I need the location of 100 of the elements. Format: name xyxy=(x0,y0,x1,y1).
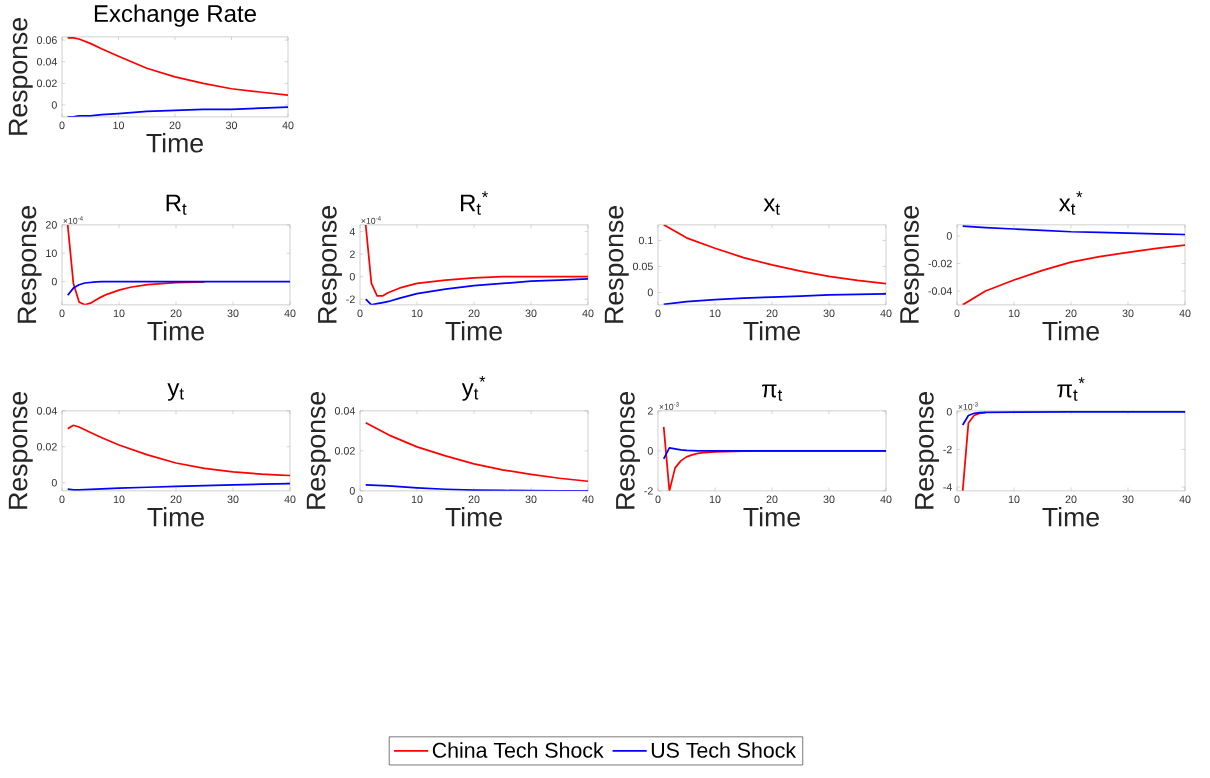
y-tick-label: -0.04 xyxy=(928,287,952,295)
y-tick-label: 0.05 xyxy=(632,262,653,271)
x-axis-title: Time xyxy=(445,507,502,527)
x-tick-label: 10 xyxy=(709,495,721,504)
x-tick-label: 0 xyxy=(59,495,65,504)
y-tick-label: 0 xyxy=(647,288,653,297)
chart-title: π$_{t}$ xyxy=(761,384,783,401)
y-tick-label: 0 xyxy=(349,272,355,281)
y-tick-label: 2 xyxy=(647,407,653,415)
legend-label: China Tech Shock xyxy=(432,742,604,758)
y-tick-label: 4 xyxy=(349,228,355,236)
x-axis-title: Time xyxy=(1042,507,1099,527)
x-tick-label: 20 xyxy=(766,309,778,318)
x-axis-title: Time xyxy=(743,321,800,341)
y-tick-label: 0 xyxy=(946,408,952,416)
x-tick-label: 30 xyxy=(1122,309,1134,318)
y-axis-title: Response xyxy=(616,392,640,509)
x-tick-label: 30 xyxy=(823,309,835,318)
x-tick-label: 40 xyxy=(582,309,594,318)
x-tick-label: 20 xyxy=(468,495,480,504)
chart-title: x$_{t}$ xyxy=(763,198,780,215)
x-axis-title: Time xyxy=(445,321,502,341)
x-axis-title: Time xyxy=(743,507,800,527)
x-tick-label: 10 xyxy=(113,121,125,130)
x-tick-label: 40 xyxy=(284,309,296,318)
text: ×10$^{-3}$ xyxy=(659,402,679,410)
x-tick-label: 40 xyxy=(582,495,594,504)
y-tick-label: 2 xyxy=(349,250,355,258)
x-tick-label: 0 xyxy=(655,309,661,318)
text: ×10$^{-4}$ xyxy=(63,216,83,224)
x-tick-label: 0 xyxy=(357,309,363,318)
x-tick-label: 20 xyxy=(170,495,182,504)
x-tick-label: 10 xyxy=(709,309,721,318)
x-tick-label: 30 xyxy=(227,495,239,504)
y-tick-label: 20 xyxy=(45,221,57,229)
y-axis-title: Response xyxy=(604,206,629,323)
y-axis-title: Response xyxy=(915,392,939,509)
text: ×10$^{-3}$ xyxy=(958,402,978,410)
y-axis-title: Response xyxy=(8,18,33,135)
y-tick-label: 10 xyxy=(46,249,57,258)
x-tick-label: 20 xyxy=(468,309,480,318)
x-tick-label: 10 xyxy=(113,495,125,504)
y-tick-label: 0.04 xyxy=(36,58,57,66)
chart-title: Exchange Rate xyxy=(94,4,256,27)
y-tick-label: 0.02 xyxy=(36,443,57,451)
y-tick-label: 0.02 xyxy=(36,79,57,88)
x-tick-label: 10 xyxy=(411,309,423,318)
x-tick-label: 20 xyxy=(1065,309,1077,318)
y-tick-label: 0 xyxy=(51,277,57,286)
y-tick-label: -2 xyxy=(943,445,952,454)
x-tick-label: 40 xyxy=(282,121,294,130)
y-tick-label: 0 xyxy=(51,479,57,487)
x-tick-label: 20 xyxy=(1065,495,1077,504)
y-tick-label: 0.04 xyxy=(36,407,57,415)
x-tick-label: 0 xyxy=(954,495,960,504)
y-tick-label: 0 xyxy=(349,487,355,495)
x-tick-label: 10 xyxy=(1008,495,1020,504)
x-axis-title: Time xyxy=(146,133,203,153)
x-tick-label: 40 xyxy=(880,495,892,504)
legend-label: US Tech Shock xyxy=(651,742,797,758)
text: ×10$^{-4}$ xyxy=(361,216,381,224)
y-tick-label: 0 xyxy=(51,101,57,109)
y-tick-label: -2 xyxy=(346,295,355,304)
chart-title: R$_{t}$* xyxy=(461,191,489,215)
x-tick-label: 0 xyxy=(59,121,65,130)
y-tick-label: -0.02 xyxy=(928,259,952,268)
x-tick-label: 30 xyxy=(1122,495,1134,504)
x-tick-label: 20 xyxy=(169,121,181,130)
y-tick-label: 0 xyxy=(647,447,653,455)
y-tick-label: -4 xyxy=(943,483,952,491)
y-tick-label: 0.02 xyxy=(334,447,355,455)
y-tick-label: 0.1 xyxy=(638,236,653,245)
x-tick-label: 40 xyxy=(1179,495,1191,504)
x-tick-label: 30 xyxy=(227,309,239,318)
y-axis-title: Response xyxy=(900,206,925,323)
x-tick-label: 20 xyxy=(170,309,182,318)
x-tick-label: 40 xyxy=(1179,309,1191,318)
y-tick-label: 0.06 xyxy=(36,36,57,44)
y-axis-title: Response xyxy=(318,206,342,323)
y-tick-label: -2 xyxy=(644,487,653,495)
x-tick-label: 0 xyxy=(954,309,960,318)
x-tick-label: 30 xyxy=(525,309,537,318)
x-axis-title: Time xyxy=(1042,321,1099,341)
x-tick-label: 0 xyxy=(59,309,65,318)
x-tick-label: 30 xyxy=(525,495,537,504)
y-tick-label: 0 xyxy=(946,232,952,240)
x-tick-label: 10 xyxy=(113,309,125,318)
y-axis-title: Response xyxy=(8,392,33,509)
chart-title: π$_{t}$* xyxy=(1057,377,1085,401)
chart-title: x$_{t}$* xyxy=(1059,191,1083,215)
x-tick-label: 10 xyxy=(411,495,423,504)
x-tick-label: 10 xyxy=(1008,309,1020,318)
chart-title: y$_{t}$ xyxy=(167,383,184,401)
y-axis-title: Response xyxy=(17,206,42,323)
x-tick-label: 40 xyxy=(284,495,296,504)
y-tick-label: 0.04 xyxy=(334,407,355,415)
x-tick-label: 20 xyxy=(766,495,778,504)
chart-title: y$_{t}$* xyxy=(461,376,486,401)
x-tick-label: 30 xyxy=(823,495,835,504)
x-tick-label: 40 xyxy=(880,309,892,318)
